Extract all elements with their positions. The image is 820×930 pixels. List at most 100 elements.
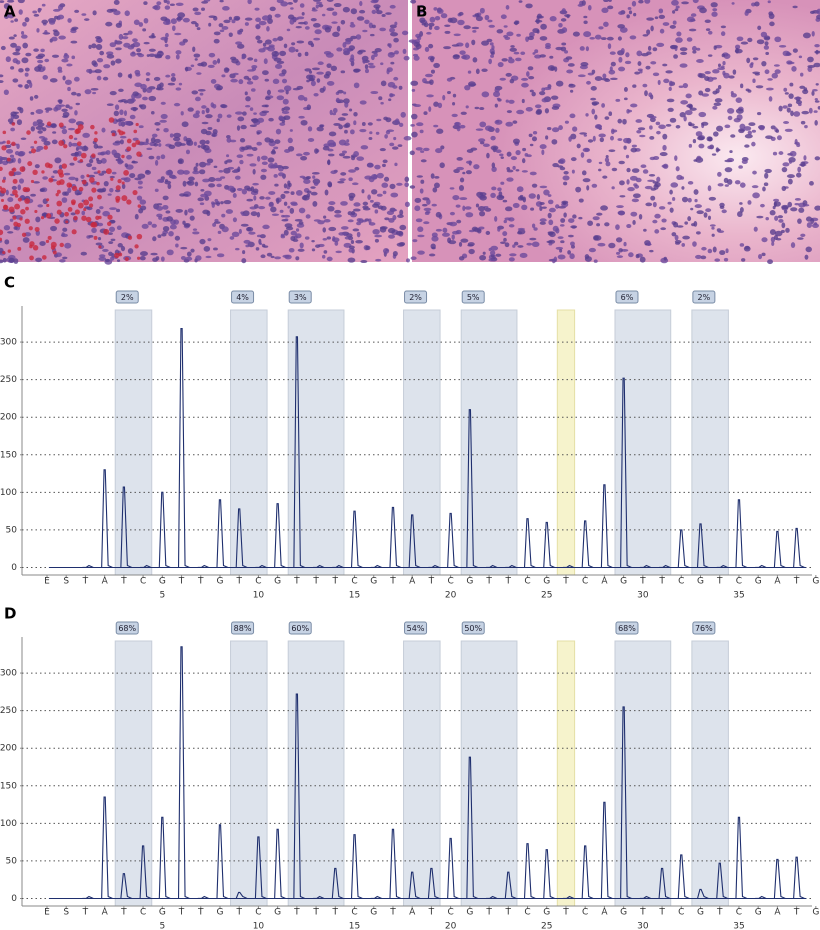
cell-nucleus xyxy=(113,0,120,5)
cell-nucleus xyxy=(393,37,399,43)
cell-nucleus xyxy=(758,253,763,260)
cell-nucleus xyxy=(4,239,10,245)
panel-label: C xyxy=(4,274,15,292)
red-cell xyxy=(58,140,65,146)
cell-nucleus xyxy=(367,194,371,200)
cell-nucleus xyxy=(626,167,631,173)
cell-nucleus xyxy=(217,230,222,235)
cell-nucleus xyxy=(61,58,69,63)
cell-nucleus xyxy=(169,3,175,6)
histology-image xyxy=(408,0,820,265)
cell-nucleus xyxy=(601,7,609,14)
cell-nucleus xyxy=(587,220,594,226)
cell-nucleus xyxy=(249,124,257,127)
peak xyxy=(370,564,382,569)
cell-nucleus xyxy=(630,103,638,108)
cell-nucleus xyxy=(245,145,252,148)
cell-nucleus xyxy=(775,129,780,133)
cell-nucleus xyxy=(415,147,423,151)
cell-nucleus xyxy=(761,237,768,243)
red-cell xyxy=(41,170,45,174)
cell-nucleus xyxy=(393,76,399,81)
cell-nucleus xyxy=(256,141,262,146)
cell-nucleus xyxy=(744,134,753,139)
dispensation-label: A xyxy=(774,577,781,587)
region-label: 2% xyxy=(121,293,134,302)
cell-nucleus xyxy=(583,134,588,137)
cell-nucleus xyxy=(607,5,614,10)
red-cell xyxy=(89,177,95,183)
cell-nucleus xyxy=(58,35,66,40)
cell-nucleus xyxy=(441,232,450,237)
cell-nucleus xyxy=(67,127,76,131)
cell-nucleus xyxy=(36,28,40,33)
cell-nucleus xyxy=(639,134,646,138)
red-cell xyxy=(57,169,64,175)
cell-nucleus xyxy=(24,83,30,90)
cell-nucleus xyxy=(134,213,139,220)
cell-nucleus xyxy=(669,117,677,123)
cell-nucleus xyxy=(256,211,261,218)
peak xyxy=(447,512,459,568)
variable-region xyxy=(287,640,345,907)
cell-nucleus xyxy=(164,179,169,183)
dispensation-label: G xyxy=(159,577,166,587)
cell-nucleus xyxy=(221,25,229,30)
cell-nucleus xyxy=(76,192,82,196)
cell-nucleus xyxy=(159,82,164,88)
cell-nucleus xyxy=(504,242,510,248)
cell-nucleus xyxy=(151,32,155,38)
peak xyxy=(120,873,133,899)
cell-nucleus xyxy=(379,27,387,32)
cell-nucleus xyxy=(241,188,248,195)
red-cell xyxy=(8,206,15,213)
red-cell xyxy=(88,196,94,202)
red-cell xyxy=(98,245,102,249)
cell-nucleus xyxy=(439,162,445,169)
cell-nucleus xyxy=(132,38,138,43)
cell-nucleus xyxy=(332,107,338,114)
cell-nucleus xyxy=(619,27,628,33)
cell-nucleus xyxy=(497,61,504,68)
cell-nucleus xyxy=(162,225,170,232)
cell-nucleus xyxy=(667,201,672,205)
cell-nucleus xyxy=(61,232,65,237)
cell-nucleus xyxy=(656,42,665,48)
red-cell xyxy=(121,195,128,202)
cell-nucleus xyxy=(336,47,343,52)
cell-nucleus xyxy=(462,54,471,60)
cell-nucleus xyxy=(216,85,223,91)
cell-nucleus xyxy=(471,39,476,46)
dispensation-label: T xyxy=(293,577,300,587)
cell-nucleus xyxy=(343,142,350,146)
cell-nucleus xyxy=(448,240,457,245)
cell-nucleus xyxy=(29,96,34,101)
cell-nucleus xyxy=(102,76,109,81)
cell-nucleus xyxy=(143,1,148,5)
cell-nucleus xyxy=(80,174,85,179)
peak xyxy=(177,327,190,568)
red-cell xyxy=(27,161,33,167)
cell-nucleus xyxy=(264,39,272,45)
cell-nucleus xyxy=(806,222,812,229)
cell-nucleus xyxy=(368,176,375,183)
cell-nucleus xyxy=(241,56,246,60)
cell-nucleus xyxy=(199,169,206,175)
cell-nucleus xyxy=(723,72,730,79)
dispensation-label: T xyxy=(332,577,339,587)
cell-nucleus xyxy=(691,45,697,52)
peak xyxy=(696,888,709,899)
cell-nucleus xyxy=(449,221,458,227)
dispensation-label: C xyxy=(736,577,742,587)
cell-nucleus xyxy=(387,227,396,234)
cell-nucleus xyxy=(736,114,743,121)
cell-nucleus xyxy=(191,90,199,95)
cell-nucleus xyxy=(95,209,101,214)
cell-nucleus xyxy=(772,151,778,156)
cell-nucleus xyxy=(217,113,223,119)
cell-nucleus xyxy=(295,153,303,157)
cell-nucleus xyxy=(382,159,388,164)
cell-nucleus xyxy=(150,137,156,144)
cell-nucleus xyxy=(246,153,254,157)
cell-nucleus xyxy=(289,207,295,214)
